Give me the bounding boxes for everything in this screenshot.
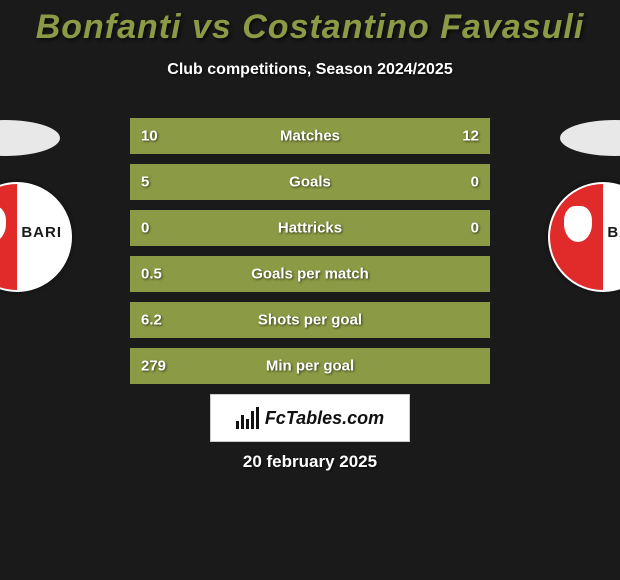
stat-value-left: 0 — [141, 220, 149, 237]
rooster-icon — [564, 206, 592, 242]
player-silhouette-right — [560, 120, 620, 156]
club-name-right: BARI — [607, 224, 620, 241]
brand-badge: FcTables.com — [210, 394, 410, 442]
stat-value-right: 12 — [462, 128, 479, 145]
stat-value-left: 0.5 — [141, 266, 162, 283]
stat-value-right: 0 — [471, 220, 479, 237]
club-badge-right: BARI — [548, 182, 620, 292]
stats-panel: 10 12 Matches 5 0 Goals 0 0 Hattricks 0.5 Goals pe… — [130, 118, 490, 394]
brand-bars-icon — [236, 407, 259, 429]
page-title: Bonfanti vs Costantino Favasuli — [0, 0, 620, 47]
stat-value-right: 0 — [471, 174, 479, 191]
stat-row: 279 Min per goal — [130, 348, 490, 384]
date-label: 20 february 2025 — [0, 452, 620, 472]
player-silhouette-left — [0, 120, 60, 156]
stat-row: 0 0 Hattricks — [130, 210, 490, 246]
stat-label: Goals — [289, 174, 331, 191]
stat-value-left: 279 — [141, 358, 166, 375]
club-name-left: BARI — [21, 224, 62, 241]
stat-row: 10 12 Matches — [130, 118, 490, 154]
stat-row: 6.2 Shots per goal — [130, 302, 490, 338]
stat-value-left: 6.2 — [141, 312, 162, 329]
stat-row: 0.5 Goals per match — [130, 256, 490, 292]
stat-label: Hattricks — [278, 220, 342, 237]
stat-label: Shots per goal — [258, 312, 362, 329]
badge-red-half — [0, 184, 17, 290]
stat-row: 5 0 Goals — [130, 164, 490, 200]
stat-label: Min per goal — [266, 358, 354, 375]
stat-label: Matches — [280, 128, 340, 145]
stat-label: Goals per match — [251, 266, 369, 283]
stat-value-left: 5 — [141, 174, 149, 191]
stat-value-left: 10 — [141, 128, 158, 145]
club-badge-left: BARI — [0, 182, 72, 292]
subtitle: Club competitions, Season 2024/2025 — [0, 61, 620, 79]
brand-text: FcTables.com — [265, 408, 384, 429]
